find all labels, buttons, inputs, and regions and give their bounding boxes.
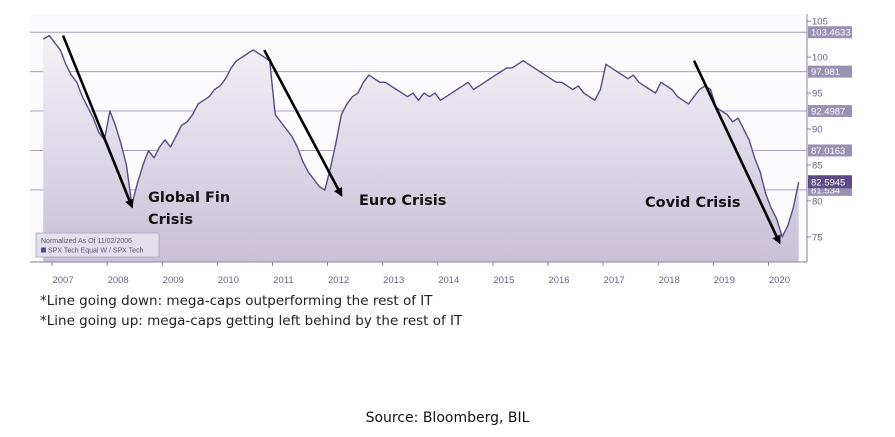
x-tick-label: 2017 xyxy=(604,275,625,286)
annotation-label: Crisis xyxy=(148,212,193,228)
reference-label: 81.534 xyxy=(811,185,840,196)
x-tick-label: 2019 xyxy=(714,275,735,286)
y-tick-label: 80 xyxy=(812,196,823,207)
y-tick-label: 105 xyxy=(812,17,828,28)
reference-label: 97.981 xyxy=(811,67,840,78)
footnote-line-2: *Line going up: mega-caps getting left b… xyxy=(40,313,463,329)
x-tick-label: 2010 xyxy=(218,275,239,286)
reference-label-box-2 xyxy=(808,105,852,118)
legend-entry: SPX Tech Equal W / SPX Tech xyxy=(48,248,144,255)
annotation-label: Global Fin xyxy=(148,190,230,206)
x-tick-label: 2012 xyxy=(328,275,349,286)
reference-label-box-3 xyxy=(808,144,852,157)
last-value-label-box xyxy=(808,175,852,189)
reference-label-box-0 xyxy=(808,26,852,39)
reference-label-box-1 xyxy=(808,65,852,78)
footnote-line-1: *Line going down: mega-caps outperformin… xyxy=(40,293,433,309)
legend-title: Normalized As Of 11/02/2006 xyxy=(41,238,132,245)
reference-label: 92.4987 xyxy=(811,107,845,118)
series-area-fill xyxy=(43,35,799,262)
reference-label: 103.4633 xyxy=(811,28,851,39)
x-tick-label: 2018 xyxy=(659,275,680,286)
annotation-label: Covid Crisis xyxy=(645,195,740,211)
series-layer xyxy=(42,34,800,262)
y-tick-label: 95 xyxy=(812,89,823,100)
x-tick-label: 2014 xyxy=(438,275,459,286)
legend-swatch xyxy=(41,247,46,253)
x-tick-label: 2009 xyxy=(163,275,184,286)
series-line xyxy=(42,34,800,238)
x-tick-label: 2008 xyxy=(108,275,129,286)
legend: Normalized As Of 11/02/2006 SPX Tech Equ… xyxy=(35,232,160,258)
last-value-label: 82.5945 xyxy=(811,178,845,189)
x-tick-label: 2015 xyxy=(493,275,514,286)
annotation-arrow-2 xyxy=(692,60,781,245)
x-tick-label: 2011 xyxy=(273,275,293,286)
y-tick-label: 90 xyxy=(812,125,823,136)
source-note: Source: Bloomberg, BIL xyxy=(365,410,530,426)
annotation-label: Euro Crisis xyxy=(359,193,446,209)
x-axis: 2007 2008 2009 2010 2011 2012 2013 2014 2015 2016… xyxy=(30,261,807,286)
x-tick-label: 2007 xyxy=(52,275,73,286)
x-tick-label: 2013 xyxy=(383,275,404,286)
y-tick-label: 75 xyxy=(812,232,823,243)
x-tick-label: 2020 xyxy=(769,275,790,286)
x-tick-label: 2016 xyxy=(548,275,569,286)
legend-box xyxy=(35,232,160,258)
y-tick-label: 100 xyxy=(812,53,828,64)
annotation-arrow-1 xyxy=(263,49,343,197)
annotation-arrow-0 xyxy=(61,35,134,209)
y-tick-label: 85 xyxy=(812,160,823,171)
reference-label: 87.0163 xyxy=(811,146,845,157)
annotations-layer: Global Fin Crisis Euro Crisis Covid Crisis xyxy=(61,35,781,245)
